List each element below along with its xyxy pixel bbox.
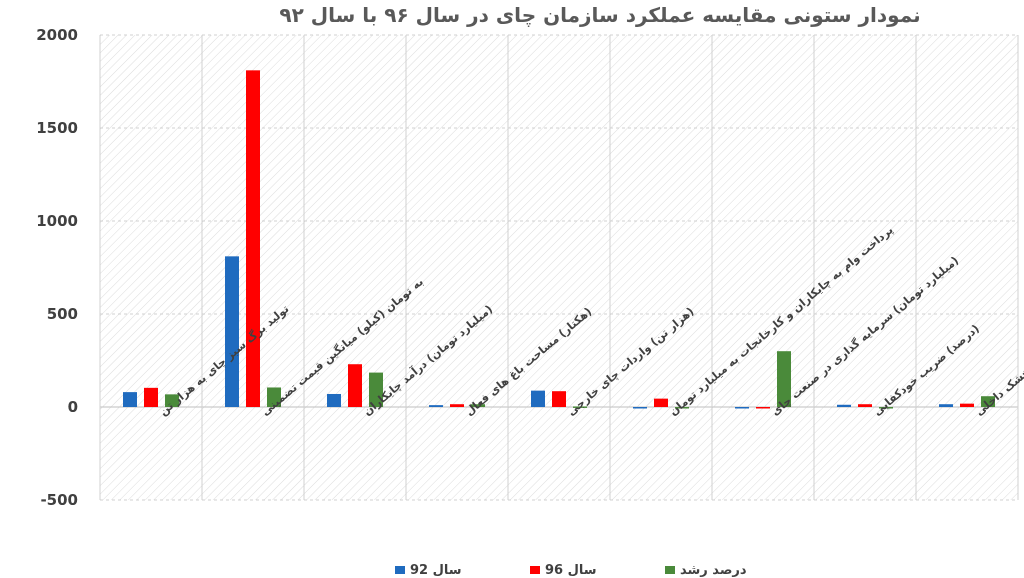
bar: [246, 70, 260, 407]
bar: [837, 404, 851, 407]
bar: [735, 407, 749, 409]
bar: [123, 392, 137, 407]
bar: [144, 387, 158, 407]
chart-title: نمودار ستونی مقایسه عملکرد سازمان چای در…: [279, 3, 920, 28]
legend-swatch: [665, 566, 675, 574]
y-tick-label: -500: [40, 491, 78, 509]
y-tick-label: 0: [68, 398, 78, 416]
bar: [879, 407, 893, 409]
bar: [573, 406, 587, 408]
bar: [939, 404, 953, 407]
y-tick-label: 2000: [36, 26, 78, 44]
legend-label: درصد رشد: [680, 563, 747, 578]
bar: [531, 390, 545, 407]
legend-label: سال 92: [410, 563, 462, 578]
bar: [981, 396, 995, 407]
bar: [327, 393, 341, 407]
bar: [348, 364, 362, 407]
bar: [777, 351, 791, 407]
bar: [165, 394, 179, 407]
bar: [471, 404, 485, 407]
y-tick-label: 1500: [36, 119, 78, 137]
bar: [225, 256, 239, 407]
bar: [675, 407, 689, 409]
bar: [858, 404, 872, 407]
bar: [654, 398, 668, 407]
bar: [633, 407, 647, 409]
y-tick-label: 500: [47, 305, 78, 323]
legend-swatch: [395, 566, 405, 574]
bar: [960, 403, 974, 407]
legend: سال 92 سال 96 درصد رشد: [395, 563, 747, 578]
y-axis-ticks: -500 0 500 1000 1500 2000: [36, 26, 78, 509]
y-tick-label: 1000: [36, 212, 78, 230]
bars: [123, 70, 995, 409]
bar: [429, 405, 443, 407]
legend-swatch: [530, 566, 540, 574]
legend-label: سال 96: [545, 563, 597, 578]
bar: [756, 407, 770, 409]
bar: [552, 391, 566, 407]
bar: [369, 372, 383, 407]
bar: [450, 404, 464, 407]
bar: [267, 387, 281, 407]
